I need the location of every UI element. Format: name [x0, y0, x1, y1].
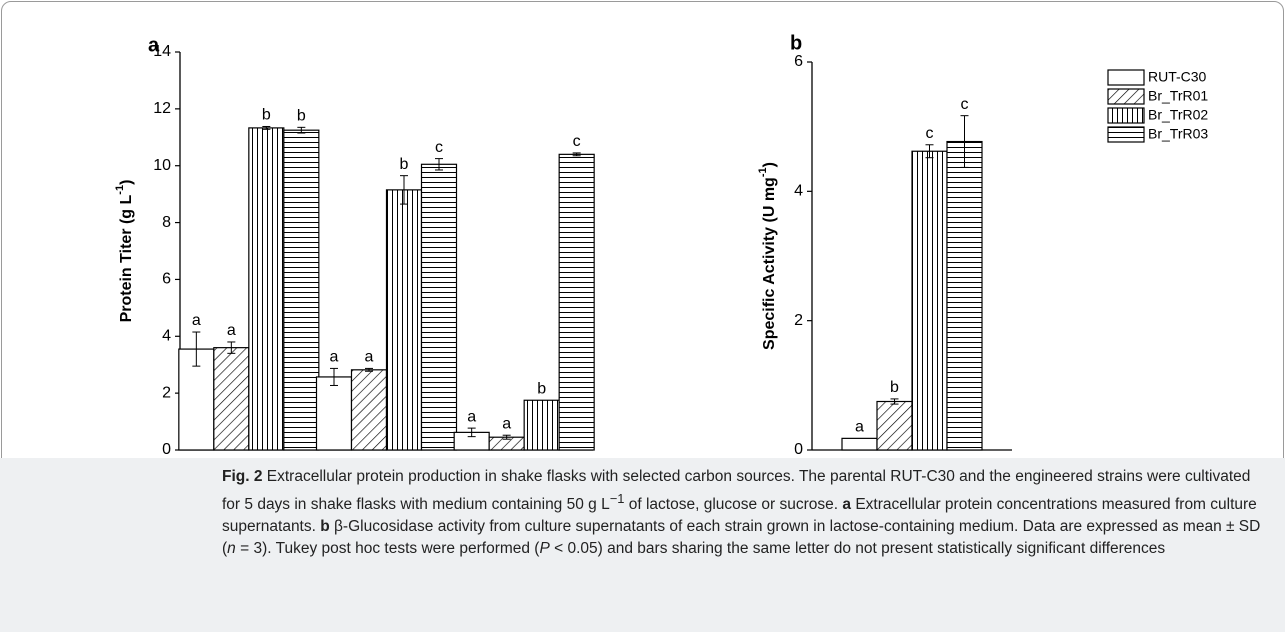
y-tick-label: 10: [153, 157, 171, 174]
y-tick-label: 2: [794, 312, 803, 329]
bar: [385, 189, 423, 451]
legend-swatch: [1107, 88, 1145, 105]
y-tick-label: 0: [794, 441, 803, 458]
y-tick-label: 14: [153, 43, 171, 60]
y-tick-label: 12: [153, 100, 171, 117]
error-bar: [192, 331, 201, 367]
caption-text: a: [842, 496, 852, 514]
error-bar: [330, 367, 338, 386]
error-bar: [925, 144, 934, 159]
legend-label: Br_TrR03: [1148, 126, 1208, 142]
caption-text: β-Glucosidase activity from culture supe…: [222, 518, 1261, 558]
error-bar: [467, 427, 476, 438]
error-bar: [262, 125, 271, 130]
legend-label: RUT-C30: [1148, 69, 1207, 85]
significance-letter: c: [573, 133, 581, 150]
error-bar: [572, 152, 581, 157]
legend-label: Br_TrR01: [1148, 88, 1208, 104]
bar: [946, 140, 983, 451]
caption-text: −1: [609, 491, 625, 506]
bar: [283, 129, 320, 451]
caption-text: Extracellular protein production in shak…: [222, 468, 1251, 514]
bar: [911, 150, 948, 451]
bar: [248, 127, 285, 451]
error-bar: [890, 398, 899, 405]
significance-letter: a: [192, 312, 201, 329]
error-bar: [502, 434, 511, 440]
significance-letter: b: [297, 108, 306, 125]
significance-letter: a: [365, 349, 374, 366]
bar: [213, 347, 250, 451]
significance-letter: a: [855, 419, 864, 436]
legend-swatch: [1107, 69, 1145, 86]
significance-letter: c: [961, 96, 969, 113]
significance-letter: a: [330, 349, 339, 366]
bar: [350, 369, 388, 451]
significance-letter: b: [890, 379, 899, 396]
significance-letter: a: [467, 408, 476, 425]
y-tick-label: 2: [162, 384, 171, 401]
y-axis-label-sup: -1: [757, 167, 769, 177]
y-axis-label: Specific Activity (U mg-1): [757, 162, 778, 350]
y-axis-label-part: Specific Activity (U mg: [761, 177, 778, 350]
caption-text: of lactose, glucose or sucrose.: [624, 496, 843, 514]
bar: [841, 437, 878, 451]
bar: [523, 399, 560, 451]
panel-label: b: [790, 32, 802, 54]
legend-swatch: [1107, 107, 1145, 124]
y-tick-label: 6: [794, 53, 803, 70]
significance-letter: b: [262, 107, 271, 124]
caption-label: Fig. 2: [222, 468, 263, 485]
caption-text: = 3). Tukey post hoc tests were performe…: [235, 540, 540, 558]
error-bar: [960, 115, 969, 168]
legend-swatch: [1107, 126, 1145, 143]
y-tick-label: 0: [162, 441, 171, 458]
error-bar: [227, 341, 236, 354]
y-tick-label: 8: [162, 214, 171, 231]
bar: [420, 163, 458, 451]
panel-label: a: [148, 34, 160, 56]
legend-label: Br_TrR02: [1148, 107, 1208, 123]
y-axis-label: Protein Titer (g L-1): [114, 180, 135, 323]
y-tick-label: 4: [794, 183, 803, 200]
bar: [876, 400, 913, 451]
bar: [315, 376, 353, 451]
y-axis-label-sup: -1: [114, 185, 126, 195]
y-tick-label: 6: [162, 271, 171, 288]
caption: Fig. 2 Extracellular protein production …: [0, 458, 1285, 632]
significance-letter: b: [537, 380, 546, 397]
error-bar: [400, 175, 408, 205]
significance-letter: c: [926, 125, 934, 142]
significance-letter: a: [227, 322, 236, 339]
significance-letter: c: [435, 139, 443, 156]
significance-letter: b: [400, 156, 409, 173]
y-axis-label-part: ): [118, 180, 135, 185]
significance-letter: a: [502, 415, 511, 432]
caption-text: b: [320, 518, 330, 536]
bar: [558, 153, 595, 451]
caption-text: n: [227, 540, 236, 558]
error-bar: [297, 126, 306, 134]
caption-text: Extracellular protein concentrations mea…: [222, 496, 1257, 536]
y-axis-label-part: Protein Titer (g L: [118, 194, 135, 322]
error-bar: [365, 367, 373, 372]
y-axis-label-part: ): [761, 162, 778, 167]
y-tick-label: 4: [162, 328, 171, 345]
caption-text: P: [539, 540, 550, 558]
caption-text: < 0.05) and bars sharing the same letter…: [549, 540, 1166, 558]
error-bar: [435, 158, 443, 171]
